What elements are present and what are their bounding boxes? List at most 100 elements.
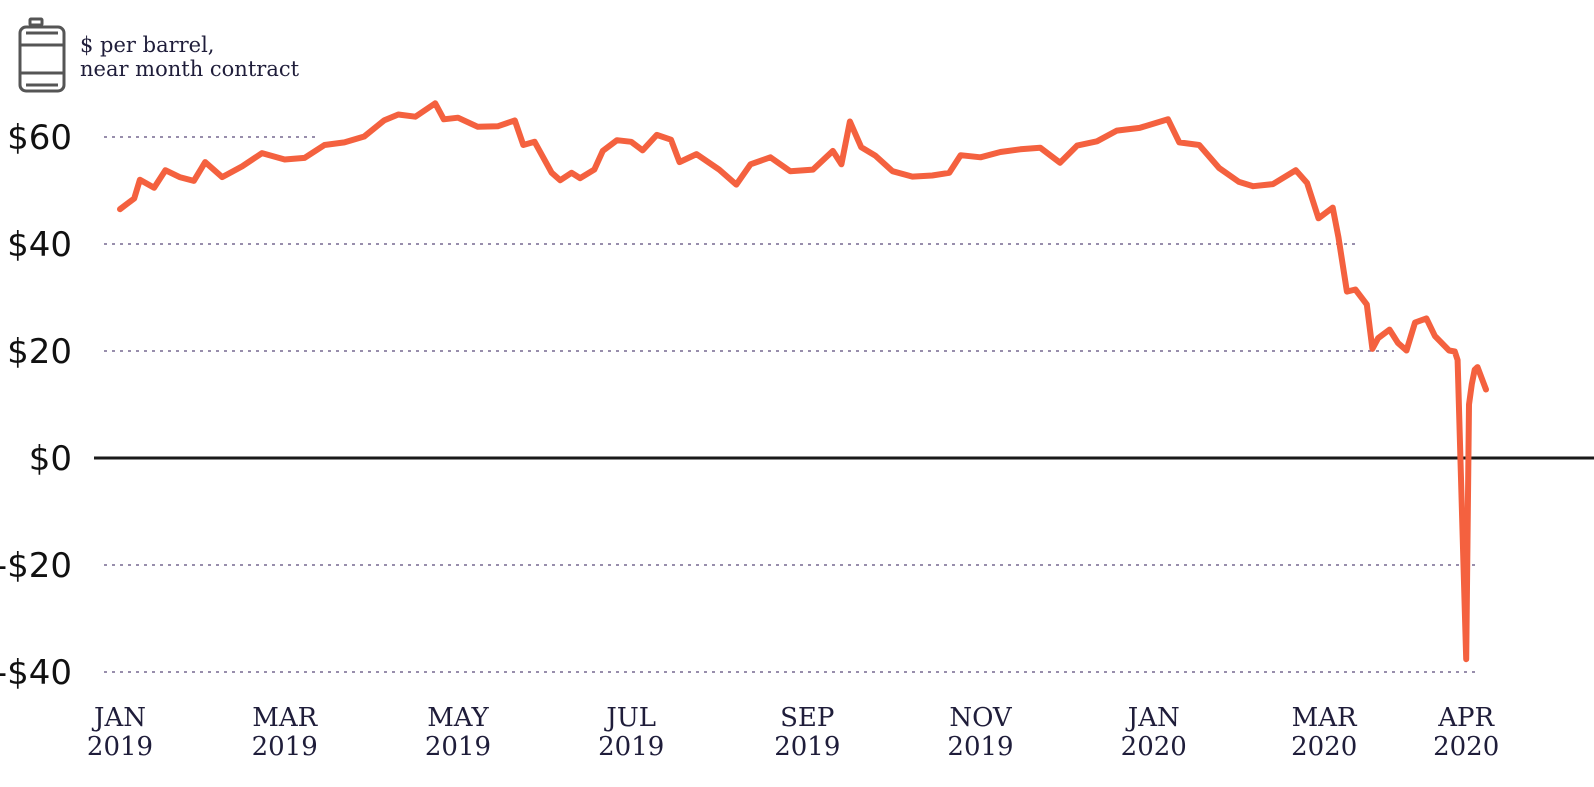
y-tick-label: $0	[29, 439, 72, 479]
data-point	[1467, 403, 1471, 406]
data-point	[930, 174, 934, 178]
data-point	[1464, 657, 1468, 661]
x-tick-month: APR	[1437, 703, 1495, 733]
data-point	[1237, 180, 1241, 184]
data-point	[1365, 302, 1369, 306]
data-point	[734, 183, 738, 187]
x-tick-month: JAN	[91, 703, 146, 733]
x-tick-month: MAY	[427, 703, 489, 733]
data-point	[1405, 348, 1409, 352]
data-point	[533, 140, 537, 144]
oil-barrel-icon	[18, 17, 66, 93]
data-point	[1217, 166, 1221, 170]
data-point	[240, 164, 244, 168]
data-point	[748, 162, 752, 166]
data-point	[1251, 184, 1255, 188]
data-point	[1271, 182, 1275, 186]
data-point	[1396, 341, 1400, 345]
x-tick-month: MAR	[1292, 703, 1358, 733]
data-point	[695, 152, 699, 156]
data-point	[1353, 287, 1357, 291]
data-point	[839, 162, 843, 166]
data-point	[362, 134, 366, 138]
data-point	[717, 168, 721, 172]
data-point	[1370, 347, 1374, 351]
data-point	[138, 178, 142, 182]
data-point	[1095, 139, 1099, 143]
data-point	[521, 143, 525, 147]
data-point	[1058, 161, 1062, 165]
price-series	[117, 100, 1489, 663]
data-point	[873, 154, 877, 158]
y-tick-label: -$40	[0, 653, 72, 693]
y-tick-label: $60	[7, 118, 72, 158]
data-point	[1197, 143, 1201, 147]
data-point	[496, 124, 500, 128]
data-point	[831, 149, 835, 153]
data-point	[283, 157, 287, 161]
data-point	[513, 118, 517, 122]
data-point	[910, 175, 914, 179]
x-tick-year: 2019	[87, 732, 153, 762]
data-point	[152, 186, 156, 190]
data-point	[1331, 206, 1335, 210]
data-point	[959, 153, 963, 157]
data-point	[615, 138, 619, 142]
x-tick-year: 2019	[598, 732, 664, 762]
data-point	[1376, 336, 1380, 340]
data-point	[303, 156, 307, 160]
data-point	[1305, 181, 1309, 185]
data-point	[848, 119, 852, 123]
x-tick-year: 2019	[252, 732, 318, 762]
x-tick-month: JAN	[1125, 703, 1180, 733]
data-point	[132, 197, 136, 201]
data-point	[1413, 321, 1417, 325]
data-point	[118, 207, 122, 211]
x-tick-year: 2020	[1433, 732, 1499, 762]
data-point	[260, 151, 264, 155]
unit-label-line-2: near month contract	[80, 57, 300, 81]
data-point	[192, 179, 196, 183]
y-tick-label: -$20	[0, 546, 72, 586]
data-point	[677, 160, 681, 164]
series-line	[117, 100, 1489, 663]
data-point	[979, 155, 983, 159]
data-point	[890, 169, 894, 173]
data-point	[669, 138, 673, 142]
y-tick-label: $20	[7, 332, 72, 372]
x-tick-month: MAR	[252, 703, 318, 733]
data-point	[629, 140, 633, 144]
data-point	[1433, 334, 1437, 338]
data-point	[1115, 129, 1119, 133]
data-point	[476, 125, 480, 129]
x-tick-year: 2019	[947, 732, 1013, 762]
data-point	[1345, 290, 1349, 294]
data-point	[1456, 358, 1460, 362]
data-point	[322, 143, 326, 147]
data-point	[550, 171, 554, 175]
data-point	[433, 101, 437, 105]
data-point	[859, 145, 863, 149]
y-tick-label: $40	[7, 225, 72, 265]
data-point	[1484, 388, 1488, 392]
data-point	[1018, 147, 1022, 151]
data-point	[1473, 368, 1477, 372]
x-tick-year: 2019	[425, 732, 491, 762]
data-point	[178, 175, 182, 179]
data-point	[947, 171, 951, 175]
data-point	[220, 175, 224, 179]
data-point	[1453, 350, 1457, 354]
data-point	[570, 171, 574, 175]
data-point	[1075, 144, 1079, 148]
x-axis: JAN2019MAR2019MAY2019JUL2019SEP2019NOV20…	[87, 703, 1499, 762]
data-point	[456, 116, 460, 120]
data-point	[1447, 348, 1451, 352]
data-point	[655, 133, 659, 137]
data-point	[1038, 146, 1042, 150]
data-point	[163, 168, 167, 172]
x-tick-year: 2020	[1291, 732, 1357, 762]
data-point	[382, 118, 386, 122]
data-point	[442, 117, 446, 121]
data-point	[1336, 235, 1340, 239]
data-point	[768, 155, 772, 159]
